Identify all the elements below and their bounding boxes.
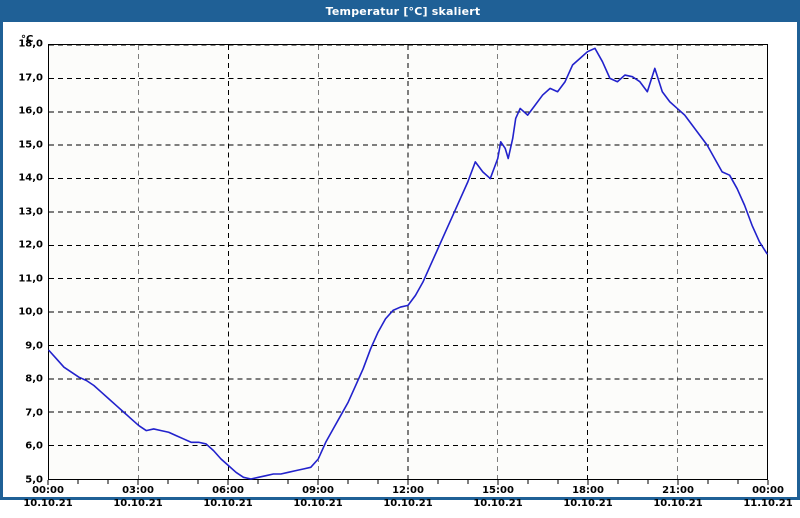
x-axis-tick-time: 09:00 [302,485,334,496]
x-axis-tick-label: 18:00 10.10.21 [563,484,612,510]
x-axis-tick-labels: 00:00 10.10.21 03:00 10.10.21 06:00 10.10.21 0… [23,484,792,518]
x-axis-tick-label: 06:00 10.10.21 [203,484,252,510]
y-axis-tick-label: 18,0 [18,38,43,50]
y-axis-unit-label: °C [21,34,34,45]
y-axis-tick-label: 14,0 [18,172,43,184]
x-axis-tick-label: 21:00 10.10.21 [653,484,702,510]
y-axis-tick-label: 5,0 [25,474,43,486]
x-axis-tick-label: 03:00 10.10.21 [113,484,162,510]
x-axis-tick-date: 10.10.21 [383,498,433,509]
chart-canvas: °C 18,0 17,0 16,0 15,0 14,0 13,0 12,0 11,0 10,0 9… [3,22,797,509]
x-axis-tick-label: 00:00 10.10.21 [23,484,72,510]
grid-layer [49,44,767,479]
x-axis-tick-date: 10.10.21 [293,498,343,509]
y-axis-tick-label: 12,0 [18,239,43,251]
x-axis-tick-time: 12:00 [392,485,424,496]
x-axis-tick-date: 10.10.21 [563,498,613,509]
y-axis-tick-label: 8,0 [25,373,43,385]
x-axis-tick-time: 21:00 [662,485,694,496]
y-axis-tick-labels: 18,0 17,0 16,0 15,0 14,0 13,0 12,0 11,0 10,0 9,0 8… [3,39,43,486]
x-axis-tick-label: 15:00 10.10.21 [473,484,522,510]
y-axis-tick-label: 7,0 [25,407,43,419]
y-axis-tick-label: 15,0 [18,139,43,151]
x-axis-tick-time: 00:00 [752,485,784,496]
y-axis-tick-label: 17,0 [18,72,43,84]
x-axis-tick-date: 10.10.21 [203,498,253,509]
x-axis-tick-label: 12:00 10.10.21 [383,484,432,510]
x-axis-tick-time: 00:00 [32,485,64,496]
y-axis-tick-label: 11,0 [18,273,43,285]
series-layer [48,47,768,480]
x-axis-tick-label: 00:00 11.10.21 [743,484,792,510]
x-axis-tick-time: 18:00 [572,485,604,496]
y-axis-tick-label: 6,0 [25,440,43,452]
x-axis-tick-date: 11.10.21 [743,498,793,509]
x-axis-tick-date: 10.10.21 [23,498,73,509]
series-line [48,47,768,480]
plot-area [48,44,768,480]
y-axis-tick-label: 9,0 [25,340,43,352]
y-axis-tick-label: 10,0 [18,306,43,318]
x-axis-tick-date: 10.10.21 [473,498,523,509]
x-axis-tick-time: 03:00 [122,485,154,496]
x-axis-tick-date: 10.10.21 [653,498,703,509]
y-axis-tick-label: 13,0 [18,206,43,218]
y-axis-tick-label: 16,0 [18,105,43,117]
x-axis-tick-label: 09:00 10.10.21 [293,484,342,510]
x-axis-tick-date: 10.10.21 [113,498,163,509]
x-axis-tick-time: 15:00 [482,485,514,496]
x-axis-tick-time: 06:00 [212,485,244,496]
page-title: Temperatur [°C] skaliert [325,4,481,18]
axis-tick-marks [47,480,769,485]
window-titlebar: Temperatur [°C] skaliert [3,0,800,22]
